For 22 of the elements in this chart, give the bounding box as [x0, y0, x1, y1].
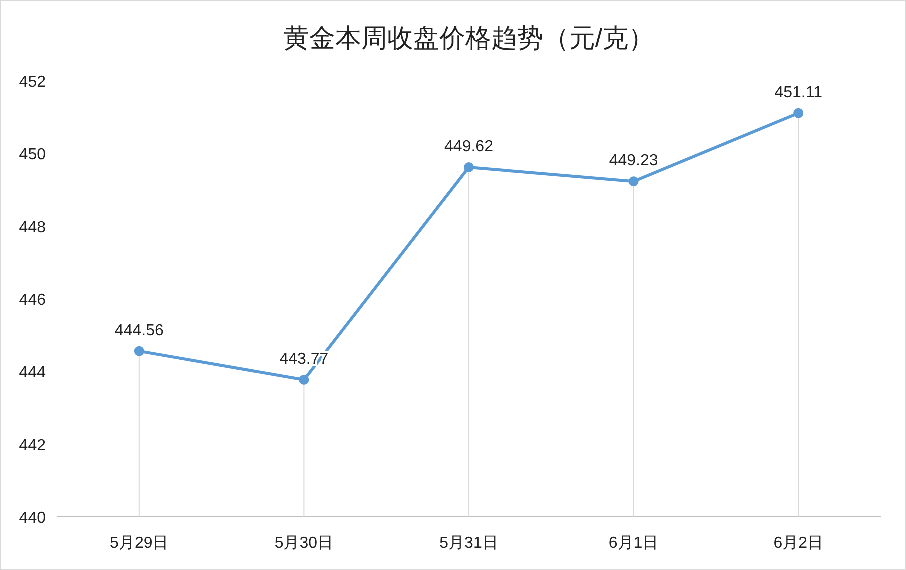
- y-tick-label: 448: [19, 219, 46, 236]
- y-tick-label: 442: [19, 437, 46, 454]
- y-tick-label: 444: [19, 364, 46, 382]
- y-tick-label: 452: [19, 74, 46, 91]
- point: [464, 162, 474, 172]
- x-tick-label: 5月30日: [274, 535, 334, 552]
- chart-title: 黄金本周收盘价格趋势（元/克）: [283, 23, 655, 53]
- y-tick-label: 450: [19, 146, 46, 164]
- y-tick-label: 440: [19, 510, 46, 527]
- point: [299, 375, 310, 386]
- data-label: 449.62: [444, 138, 494, 156]
- y-tick-label: 446: [19, 292, 46, 309]
- x-tick-label: 6月1日: [608, 535, 659, 552]
- point: [134, 346, 144, 356]
- x-tick-label: 5月29日: [110, 535, 169, 552]
- data-label: 449.23: [609, 152, 658, 170]
- x-tick-label: 5月31日: [440, 535, 498, 552]
- x-tick-label: 6月2日: [774, 535, 824, 552]
- data-label: 444.56: [114, 322, 164, 340]
- point: [628, 176, 639, 187]
- point: [794, 108, 804, 118]
- data-label: 451.11: [774, 84, 823, 102]
